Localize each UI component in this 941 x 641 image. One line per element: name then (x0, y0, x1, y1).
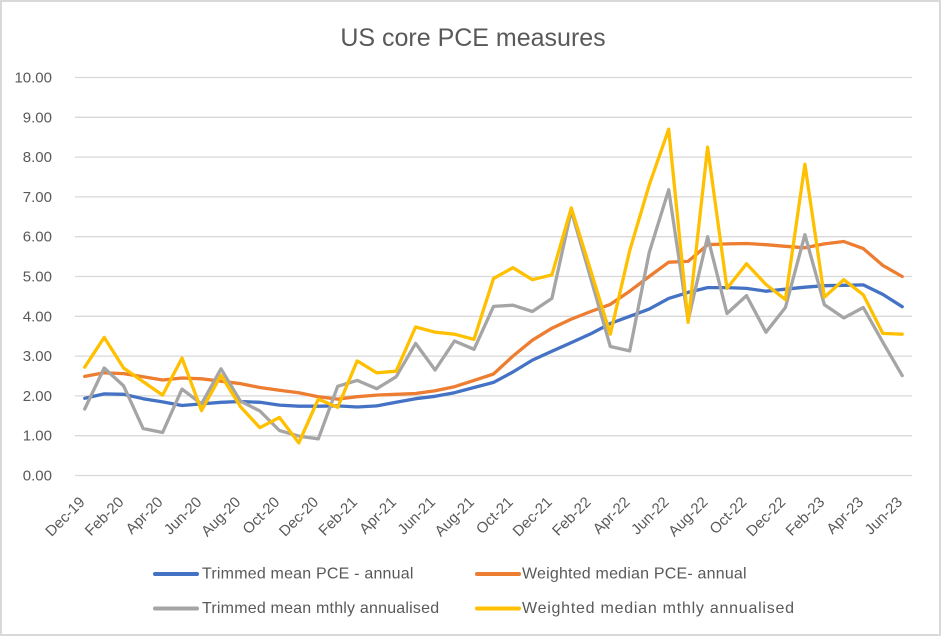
svg-text:2.00: 2.00 (23, 388, 52, 405)
svg-text:0.00: 0.00 (23, 468, 52, 485)
svg-text:1.00: 1.00 (23, 428, 52, 445)
svg-text:8.00: 8.00 (23, 149, 52, 166)
svg-text:6.00: 6.00 (23, 229, 52, 246)
svg-text:Weighted median PCE- annual: Weighted median PCE- annual (522, 566, 747, 583)
svg-text:Weighted median mthly annualis: Weighted median mthly annualised (522, 600, 795, 617)
svg-text:Trimmed mean mthly annualised: Trimmed mean mthly annualised (202, 600, 439, 617)
svg-text:US core PCE measures: US core PCE measures (340, 24, 605, 52)
svg-text:3.00: 3.00 (23, 348, 52, 365)
svg-text:9.00: 9.00 (23, 109, 52, 126)
svg-text:10.00: 10.00 (14, 70, 52, 87)
svg-text:4.00: 4.00 (23, 308, 52, 325)
svg-text:Trimmed mean PCE - annual: Trimmed mean PCE - annual (202, 566, 414, 583)
svg-text:7.00: 7.00 (23, 189, 52, 206)
svg-text:5.00: 5.00 (23, 269, 52, 286)
